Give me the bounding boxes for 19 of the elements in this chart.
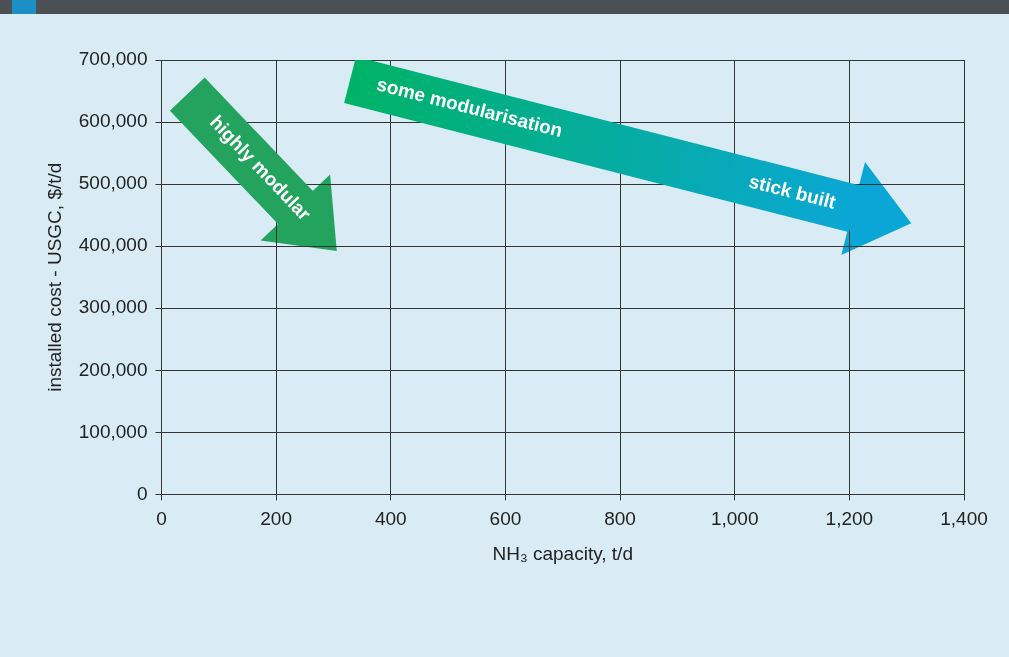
y-tick-label: 0 [136, 482, 148, 504]
x-tick-label: 200 [260, 508, 292, 530]
x-axis-title: NH₃ capacity, t/d [492, 542, 633, 564]
y-tick-label: 200,000 [78, 358, 148, 380]
y-tick-label: 400,000 [78, 234, 148, 256]
x-tick-label: 600 [489, 508, 522, 530]
x-tick-label: 1,400 [940, 508, 988, 530]
x-tick-label: 800 [604, 508, 636, 530]
x-tick-label: 0 [156, 508, 167, 530]
x-tick-label: 400 [374, 508, 407, 530]
y-axis-title: installed cost - USGC, $/t/d [43, 162, 65, 392]
y-tick-label: 100,000 [78, 420, 148, 442]
annotation: stick built [746, 170, 839, 213]
y-tick-label: 700,000 [78, 48, 148, 70]
y-tick-label: 500,000 [78, 172, 148, 194]
x-tick-label: 1,200 [825, 508, 874, 530]
y-tick-label: 600,000 [78, 110, 148, 132]
y-tick-label: 300,000 [78, 296, 148, 318]
x-tick-label: 1,000 [710, 508, 759, 530]
